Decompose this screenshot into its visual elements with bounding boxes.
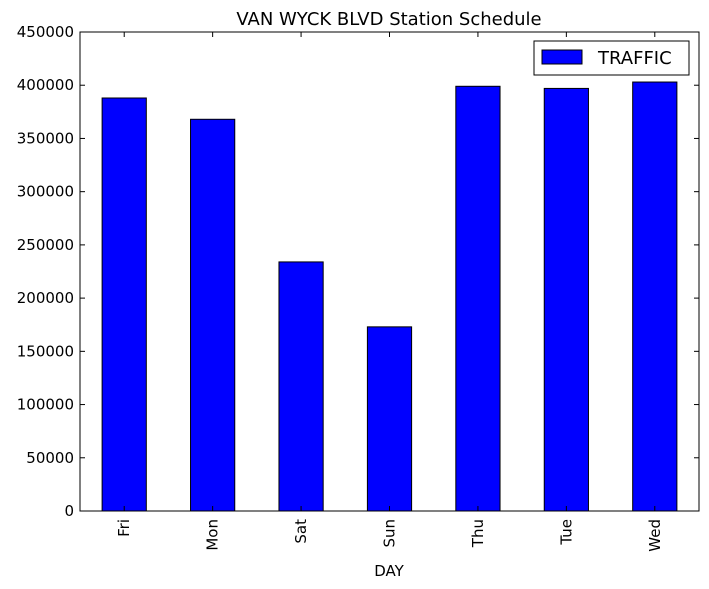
x-tick-label-tue: Tue — [557, 519, 575, 546]
bar-sat — [278, 261, 324, 512]
legend-label-traffic: TRAFFIC — [597, 48, 672, 69]
y-tick-label: 350000 — [17, 129, 74, 147]
y-tick-label: 250000 — [17, 236, 74, 254]
bar-fri — [101, 97, 147, 512]
bar-wed — [632, 81, 678, 512]
y-tick-label: 150000 — [17, 342, 74, 360]
y-tick-label: 50000 — [26, 449, 74, 467]
y-tick-label: 400000 — [17, 76, 74, 94]
y-tick-label: 300000 — [17, 183, 74, 201]
chart-title: VAN WYCK BLVD Station Schedule — [236, 9, 541, 30]
x-tick-label-wed: Wed — [646, 519, 664, 552]
y-axis: 0 50000 100000 150000 200000 250000 300000 3500… — [17, 23, 699, 520]
x-tick-label-sun: Sun — [381, 519, 399, 548]
bar-tue — [543, 87, 589, 512]
x-axis: Fri Mon Sat Sun Thu Tue Wed — [115, 32, 664, 552]
legend-swatch — [541, 49, 583, 65]
x-tick-label-fri: Fri — [115, 519, 133, 537]
x-tick-label-thu: Thu — [469, 519, 487, 548]
bar-mon — [190, 118, 236, 512]
y-tick-label: 450000 — [17, 23, 74, 41]
x-tick-label-sat: Sat — [292, 519, 310, 544]
y-tick-label: 100000 — [17, 396, 74, 414]
legend: TRAFFIC — [533, 40, 690, 76]
bars-group — [101, 81, 678, 512]
bar-sun — [366, 326, 413, 512]
y-tick-label: 0 — [64, 502, 74, 520]
bar-thu — [455, 85, 501, 512]
y-tick-label: 200000 — [17, 289, 74, 307]
x-tick-label-mon: Mon — [204, 519, 222, 551]
x-axis-label: DAY — [374, 562, 404, 580]
